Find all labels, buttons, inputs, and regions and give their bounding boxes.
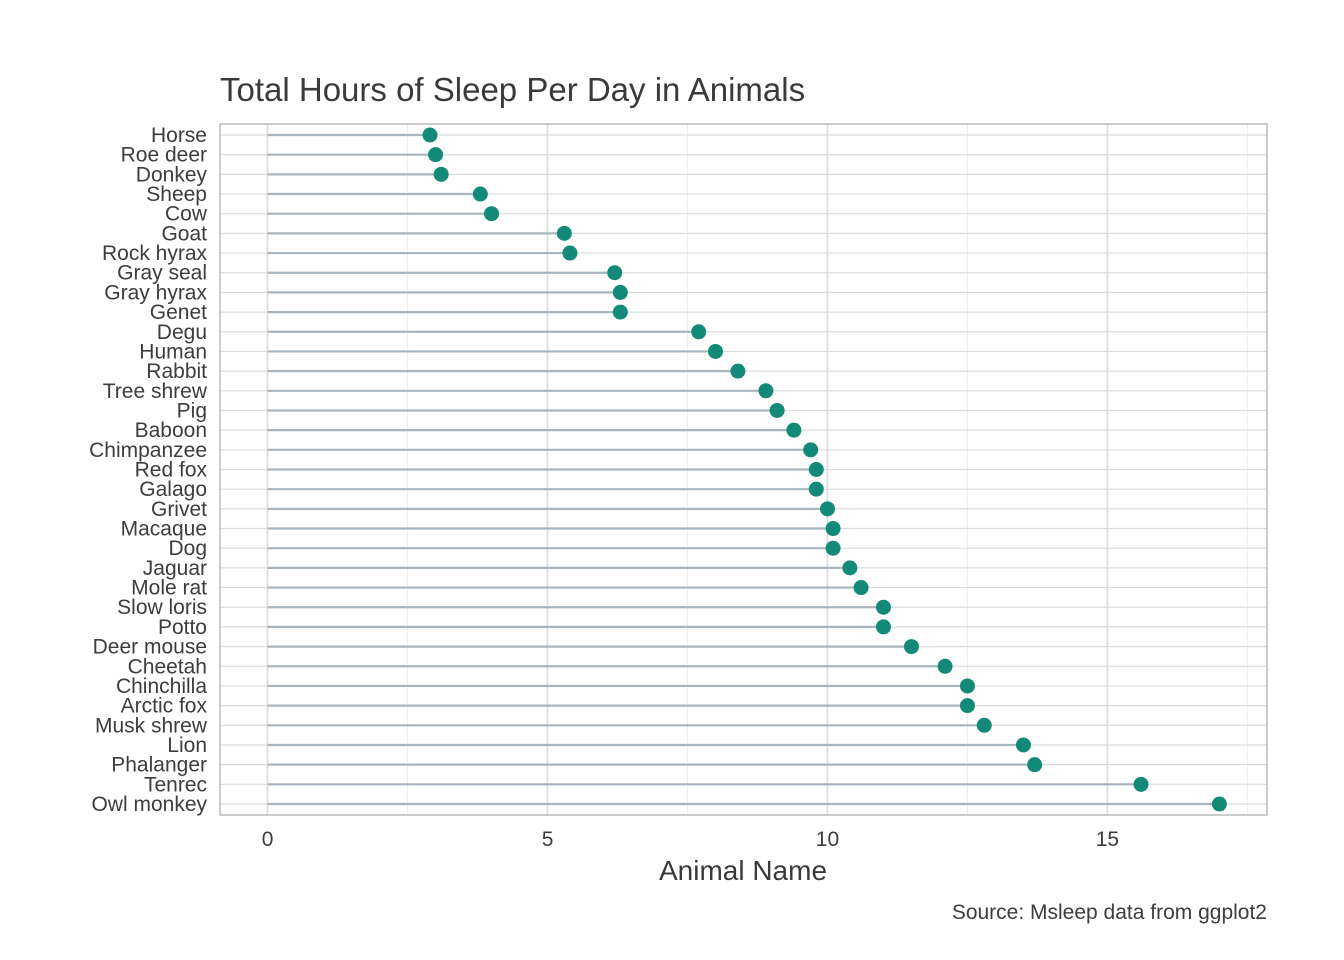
data-point [612, 284, 628, 300]
y-tick-label: Genet [150, 301, 207, 324]
y-tick-label: Chimpanzee [89, 439, 207, 462]
x-tick-label: 0 [262, 828, 274, 851]
y-tick-label: Tree shrew [103, 380, 208, 403]
data-point [730, 363, 746, 379]
data-point [1027, 757, 1043, 773]
y-tick-label: Red fox [135, 459, 208, 482]
y-tick-label: Cheetah [128, 655, 207, 678]
data-point [825, 521, 841, 537]
y-tick-label: Gray seal [117, 262, 207, 285]
data-point [903, 639, 919, 655]
y-tick-label: Donkey [136, 163, 208, 186]
data-point [758, 383, 774, 399]
data-point [853, 580, 869, 596]
data-point [842, 560, 858, 576]
y-tick-label: Galago [139, 478, 207, 501]
y-tick-label: Baboon [135, 419, 207, 442]
y-tick-label: Pig [177, 399, 207, 422]
panel-border [219, 123, 1268, 816]
y-tick-label: Deer mouse [93, 636, 207, 659]
y-tick-label: Grivet [151, 498, 207, 521]
data-point [691, 324, 707, 340]
data-point [819, 501, 835, 517]
x-tick-label: 10 [816, 828, 839, 851]
data-point [1211, 796, 1227, 812]
y-tick-label: Roe deer [121, 144, 207, 167]
data-point [433, 166, 449, 182]
data-point [472, 186, 488, 202]
data-point [803, 442, 819, 458]
stems [267, 133, 1220, 806]
data-point [422, 127, 438, 143]
y-tick-label: Goat [161, 222, 207, 245]
chart-title: Total Hours of Sleep Per Day in Animals [220, 71, 805, 108]
y-tick-label: Cow [165, 203, 208, 226]
data-point [769, 402, 785, 418]
y-tick-label: Potto [158, 616, 207, 639]
data-point [428, 147, 444, 163]
y-tick-label: Rock hyrax [102, 242, 208, 265]
y-tick-label: Dog [168, 537, 207, 560]
y-tick-label: Horse [151, 124, 207, 147]
data-point [1133, 776, 1149, 792]
y-tick-label: Rabbit [146, 360, 207, 383]
data-point [937, 658, 953, 674]
data-point [808, 462, 824, 477]
y-tick-label: Tenrec [144, 773, 207, 796]
data-point [607, 265, 623, 281]
y-tick-label: Lion [167, 734, 207, 757]
data-point [875, 599, 891, 615]
y-tick-label: Owl monkey [91, 793, 207, 816]
x-tick-label: 15 [1096, 828, 1119, 851]
data-point [612, 304, 628, 320]
y-tick-label: Human [139, 340, 207, 363]
y-tick-label: Arctic fox [121, 695, 208, 718]
data-point [1015, 737, 1031, 753]
y-tick-label: Degu [157, 321, 207, 344]
data-point [786, 422, 802, 438]
y-tick-label: Chinchilla [116, 675, 207, 698]
data-point [959, 678, 975, 694]
x-tick-label: 5 [542, 828, 554, 851]
points [422, 127, 1227, 812]
caption: Source: Msleep data from ggplot2 [952, 901, 1267, 924]
y-tick-label: Gray hyrax [104, 281, 207, 304]
y-tick-label: Jaguar [143, 557, 207, 580]
y-tick-label: Mole rat [131, 577, 207, 600]
data-point [875, 619, 891, 635]
y-tick-label: Sheep [146, 183, 207, 206]
data-point [708, 343, 724, 359]
y-tick-label: Phalanger [111, 754, 207, 777]
y-tick-label: Macaque [121, 518, 207, 541]
y-tick-label: Musk shrew [95, 714, 208, 737]
data-point [484, 206, 500, 222]
data-point [976, 717, 992, 733]
y-tick-label: Slow loris [117, 596, 207, 619]
data-point [808, 481, 824, 497]
data-point [825, 540, 841, 556]
data-point [556, 225, 572, 241]
data-point [562, 245, 578, 261]
x-axis-label: Animal Name [659, 855, 827, 886]
x-tick-labels: 0 5 10 15 [262, 828, 1119, 851]
data-point [959, 698, 975, 714]
